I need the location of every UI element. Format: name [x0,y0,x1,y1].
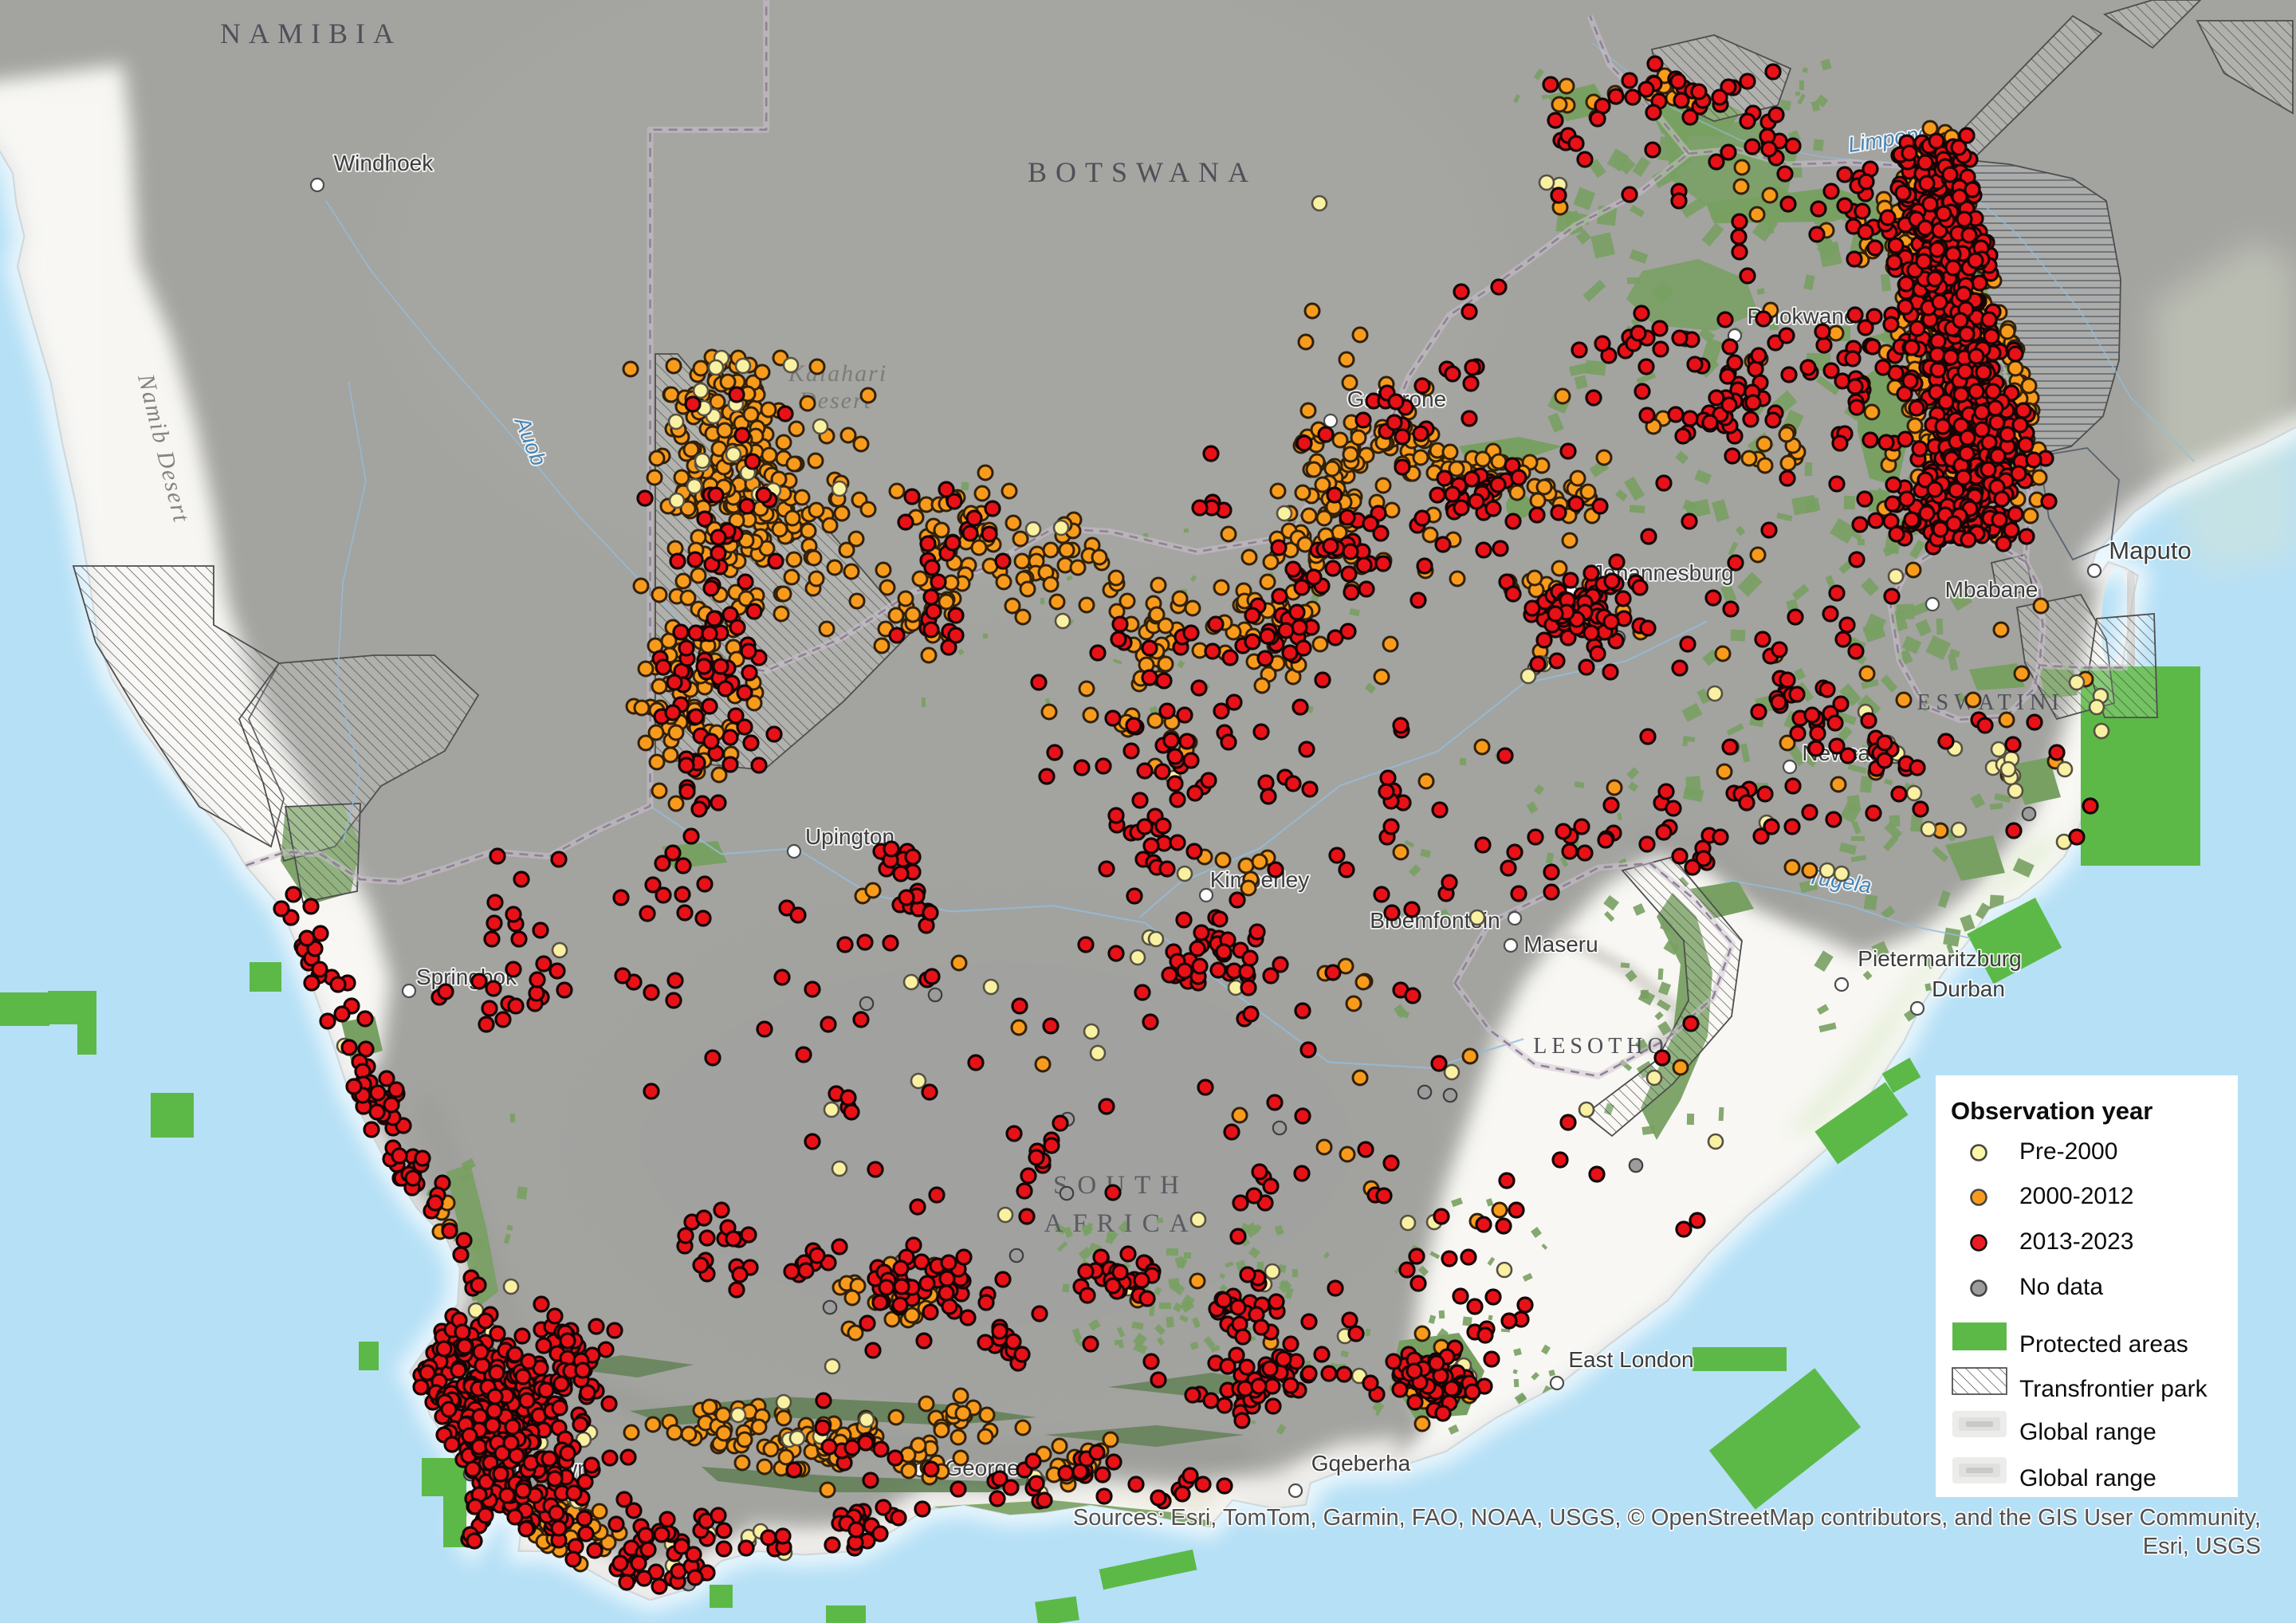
svg-text:Global range: Global range [2019,1419,2156,1445]
svg-text:AFRICA: AFRICA [1044,1209,1197,1238]
svg-text:Mbabane: Mbabane [1945,577,2038,602]
svg-text:LESOTHO: LESOTHO [1533,1034,1669,1059]
svg-text:BOTSWANA: BOTSWANA [1028,156,1257,188]
svg-text:Transfrontier park: Transfrontier park [2019,1376,2208,1402]
svg-text:Pre-2000: Pre-2000 [2019,1138,2117,1165]
svg-text:Observation year: Observation year [1951,1097,2152,1125]
svg-text:Windhoek: Windhoek [334,151,434,175]
svg-text:Kalahari: Kalahari [788,360,887,387]
svg-text:2013-2023: 2013-2023 [2019,1228,2133,1255]
svg-text:Maputo: Maputo [2109,536,2191,564]
svg-text:Pietermaritzburg: Pietermaritzburg [1858,946,2021,971]
svg-text:Kimberley: Kimberley [1210,867,1309,892]
svg-text:Protected areas: Protected areas [2019,1331,2188,1358]
svg-text:Maseru: Maseru [1523,932,1598,957]
svg-text:East London: East London [1568,1347,1693,1372]
svg-text:Sources: Esri, TomTom, Garmin,: Sources: Esri, TomTom, Garmin, FAO, NOAA… [1073,1505,2261,1531]
svg-text:Gqeberha: Gqeberha [1311,1451,1411,1476]
svg-text:Springbok: Springbok [416,965,517,989]
svg-text:Global range: Global range [2019,1465,2156,1491]
svg-text:ESWATINI: ESWATINI [1917,690,2064,715]
svg-text:2000-2012: 2000-2012 [2019,1183,2133,1209]
svg-text:Esri, USGS: Esri, USGS [2143,1534,2261,1559]
svg-text:Durban: Durban [1932,977,2005,1001]
svg-text:No data: No data [2019,1274,2103,1300]
svg-text:NAMIBIA: NAMIBIA [220,18,402,49]
